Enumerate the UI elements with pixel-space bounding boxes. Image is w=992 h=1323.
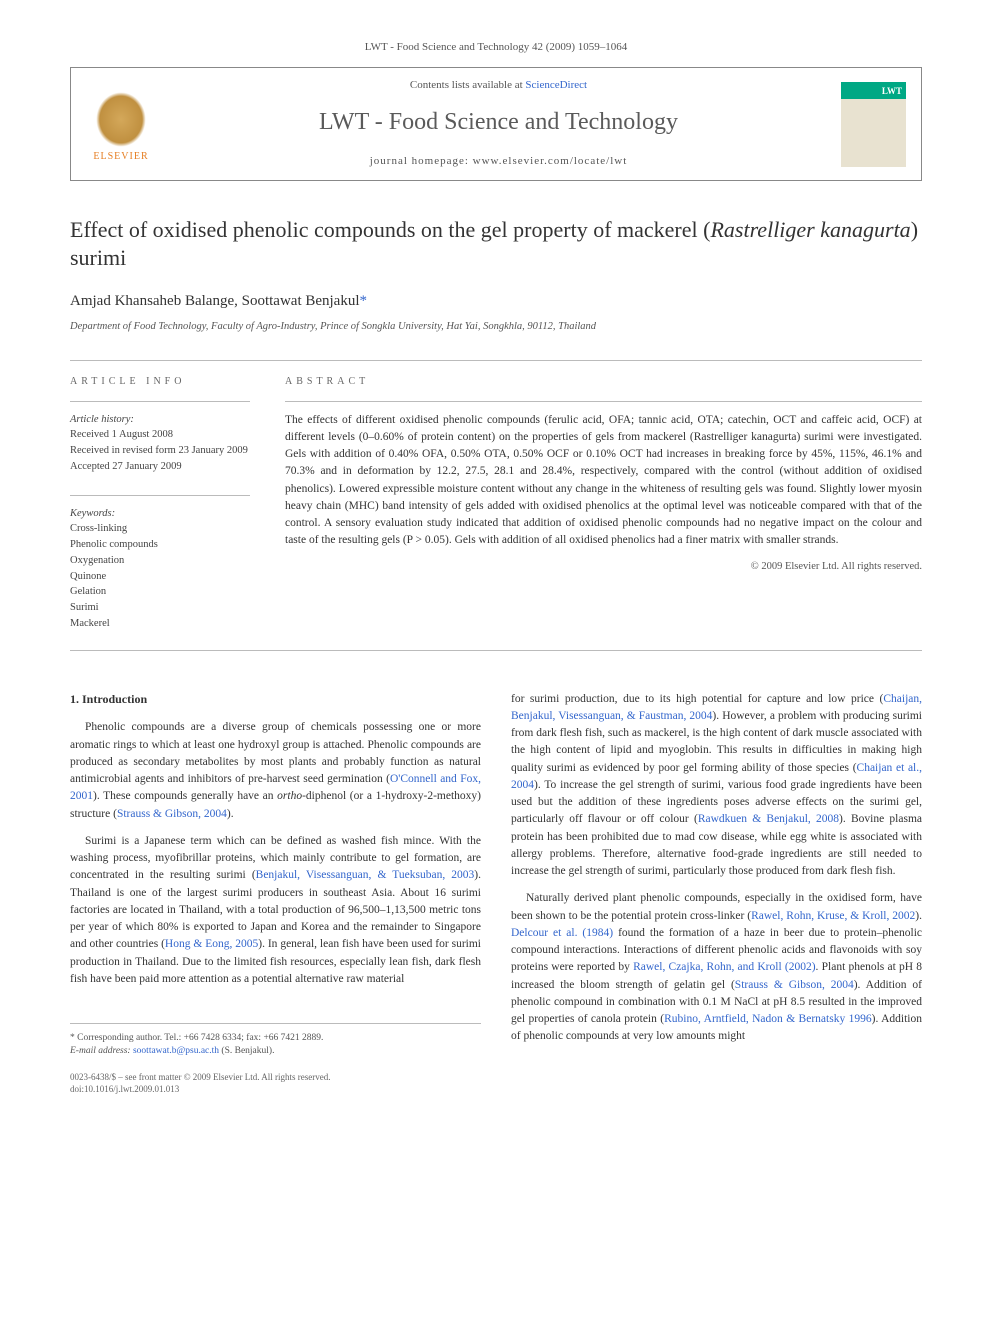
body-paragraph: for surimi production, due to its high p…	[511, 691, 922, 881]
body-paragraph: Surimi is a Japanese term which can be d…	[70, 833, 481, 988]
running-header: LWT - Food Science and Technology 42 (20…	[70, 40, 922, 55]
affiliation: Department of Food Technology, Faculty o…	[70, 320, 922, 335]
contents-prefix: Contents lists available at	[410, 79, 525, 91]
abstract-text: The effects of different oxidised phenol…	[285, 402, 922, 550]
corresponding-tel-fax: * Corresponding author. Tel.: +66 7428 6…	[70, 1032, 481, 1045]
issn-line: 0023-6438/$ – see front matter © 2009 El…	[70, 1071, 481, 1084]
abstract-copyright: © 2009 Elsevier Ltd. All rights reserved…	[285, 560, 922, 575]
email-who: (S. Benjakul).	[221, 1046, 274, 1056]
journal-cover-thumbnail	[841, 82, 906, 167]
body-left-column: 1. Introduction Phenolic compounds are a…	[70, 691, 481, 1096]
email-address[interactable]: soottawat.b@psu.ac.th	[133, 1046, 219, 1056]
keyword-item: Phenolic compounds	[70, 537, 250, 553]
body-paragraph: Naturally derived plant phenolic compoun…	[511, 890, 922, 1045]
elsevier-logo: ELSEVIER	[86, 84, 156, 164]
history-heading: Article history:	[70, 414, 134, 425]
elsevier-tree-icon	[96, 92, 146, 147]
sciencedirect-link[interactable]: ScienceDirect	[525, 79, 587, 91]
email-label: E-mail address:	[70, 1046, 131, 1056]
journal-name: LWT - Food Science and Technology	[176, 106, 821, 140]
keyword-item: Gelation	[70, 584, 250, 600]
article-info-column: ARTICLE INFO Article history: Received 1…	[70, 375, 250, 632]
article-title: Effect of oxidised phenolic compounds on…	[70, 216, 922, 273]
introduction-heading: 1. Introduction	[70, 691, 481, 708]
doi-line: doi:10.1016/j.lwt.2009.01.013	[70, 1083, 481, 1096]
body-right-column: for surimi production, due to its high p…	[511, 691, 922, 1096]
history-received: Received 1 August 2008	[70, 429, 173, 440]
history-revised: Received in revised form 23 January 2009	[70, 445, 248, 456]
keyword-item: Surimi	[70, 600, 250, 616]
journal-header-box: ELSEVIER Contents lists available at Sci…	[70, 67, 922, 180]
elsevier-wordmark: ELSEVIER	[93, 150, 148, 164]
keyword-item: Cross-linking	[70, 521, 250, 537]
contents-line: Contents lists available at ScienceDirec…	[176, 78, 821, 93]
article-info-label: ARTICLE INFO	[70, 375, 250, 389]
journal-homepage: journal homepage: www.elsevier.com/locat…	[176, 154, 821, 169]
keyword-item: Mackerel	[70, 616, 250, 632]
keywords-list: Cross-linkingPhenolic compoundsOxygenati…	[70, 521, 250, 631]
corresponding-author-footer: * Corresponding author. Tel.: +66 7428 6…	[70, 1023, 481, 1096]
body-paragraph: Phenolic compounds are a diverse group o…	[70, 719, 481, 823]
abstract-column: ABSTRACT The effects of different oxidis…	[285, 375, 922, 632]
keywords-heading: Keywords:	[70, 508, 115, 519]
keyword-item: Oxygenation	[70, 553, 250, 569]
keyword-item: Quinone	[70, 569, 250, 585]
authors-line: Amjad Khansaheb Balange, Soottawat Benja…	[70, 291, 922, 312]
abstract-label: ABSTRACT	[285, 375, 922, 389]
history-accepted: Accepted 27 January 2009	[70, 461, 182, 472]
